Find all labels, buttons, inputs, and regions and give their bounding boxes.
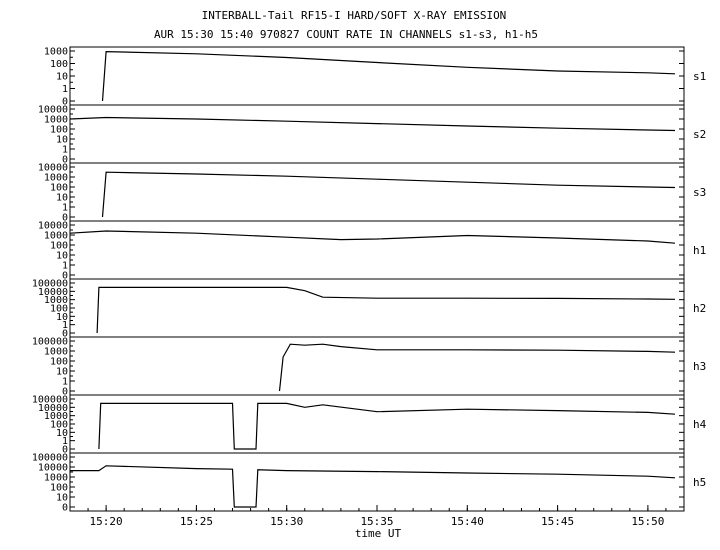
y-tick-label: 10000 bbox=[38, 403, 68, 414]
y-tick-label: 0 bbox=[62, 503, 68, 514]
series-line-s1 bbox=[101, 50, 676, 102]
channel-label: s1 bbox=[693, 70, 706, 83]
y-tick-label: 1000 bbox=[44, 295, 68, 306]
channel-label: h3 bbox=[693, 360, 706, 373]
x-tick-label: 15:40 bbox=[451, 515, 484, 528]
y-tick-label: 1000 bbox=[44, 47, 68, 58]
series-line-s3 bbox=[101, 171, 676, 218]
x-tick-label: 15:50 bbox=[631, 515, 664, 528]
series-line-h1 bbox=[69, 230, 676, 244]
channel-label: h2 bbox=[693, 302, 706, 315]
y-tick-label: 1 bbox=[62, 203, 68, 214]
y-tick-label: 100000 bbox=[32, 337, 68, 348]
y-tick-label: 10 bbox=[56, 312, 68, 323]
y-tick-label: 10 bbox=[56, 135, 68, 146]
channel-label: s3 bbox=[693, 186, 706, 199]
x-tick-label: 15:35 bbox=[360, 515, 393, 528]
y-tick-label: 0 bbox=[62, 445, 68, 456]
x-tick-label: 15:20 bbox=[90, 515, 123, 528]
panel-frame bbox=[69, 220, 685, 280]
y-tick-label: 100 bbox=[50, 304, 68, 315]
channel-label: h1 bbox=[693, 244, 706, 257]
y-tick-label: 1000 bbox=[44, 411, 68, 422]
panel-frame bbox=[69, 162, 685, 222]
y-tick-label: 100000 bbox=[32, 279, 68, 290]
y-tick-label: 100000 bbox=[32, 395, 68, 406]
x-tick-label: 15:30 bbox=[270, 515, 303, 528]
panels-group: 10001001010s11000010001001010s2100001000… bbox=[32, 46, 707, 514]
y-tick-label: 0 bbox=[62, 271, 68, 282]
channel-label: s2 bbox=[693, 128, 706, 141]
y-tick-label: 10000 bbox=[38, 163, 68, 174]
y-tick-label: 10 bbox=[56, 251, 68, 262]
y-tick-label: 100 bbox=[50, 125, 68, 136]
y-tick-label: 1 bbox=[62, 436, 68, 447]
channel-label: h4 bbox=[693, 418, 707, 431]
x-axis: 15:20 15:25 15:30 15:35 15:40 15:45 15:50 bbox=[69, 505, 685, 528]
chart-subtitle: AUR 15:30 15:40 970827 COUNT RATE IN CHA… bbox=[154, 28, 538, 41]
panel-frame bbox=[69, 46, 685, 106]
series-line-h2 bbox=[96, 286, 676, 334]
series-line-h4 bbox=[98, 402, 676, 450]
y-tick-label: 0 bbox=[62, 329, 68, 340]
series-line-h3 bbox=[278, 343, 676, 392]
y-tick-label: 10 bbox=[56, 367, 68, 378]
y-tick-label: 10000 bbox=[38, 105, 68, 116]
y-tick-label: 1 bbox=[62, 320, 68, 331]
y-tick-label: 10 bbox=[56, 493, 68, 504]
y-tick-label: 1 bbox=[62, 261, 68, 272]
panel-frame bbox=[69, 452, 685, 512]
series-line-s2 bbox=[69, 116, 676, 132]
y-tick-label: 10000 bbox=[38, 287, 68, 298]
series-line-h5 bbox=[70, 465, 676, 508]
y-tick-label: 0 bbox=[62, 155, 68, 166]
y-tick-label: 0 bbox=[62, 213, 68, 224]
y-tick-label: 0 bbox=[62, 97, 68, 108]
y-tick-label: 1000 bbox=[44, 173, 68, 184]
y-tick-label: 1 bbox=[62, 145, 68, 156]
y-tick-label: 100 bbox=[50, 241, 68, 252]
y-tick-label: 0 bbox=[62, 387, 68, 398]
channel-label: h5 bbox=[693, 476, 706, 489]
y-tick-label: 1000 bbox=[44, 347, 68, 358]
y-tick-label: 10 bbox=[56, 193, 68, 204]
y-tick-label: 1000 bbox=[44, 231, 68, 242]
y-tick-label: 10000 bbox=[38, 221, 68, 232]
y-tick-label: 10 bbox=[56, 428, 68, 439]
y-tick-label: 1 bbox=[62, 377, 68, 388]
y-tick-label: 100 bbox=[50, 183, 68, 194]
y-tick-label: 100 bbox=[50, 59, 68, 70]
x-tick-label: 15:45 bbox=[541, 515, 574, 528]
y-tick-label: 100 bbox=[50, 420, 68, 431]
panel-frame bbox=[69, 336, 685, 396]
x-axis-label: time UT bbox=[355, 527, 402, 540]
panel-frame bbox=[69, 104, 685, 164]
y-tick-label: 100 bbox=[50, 357, 68, 368]
y-tick-label: 1 bbox=[62, 84, 68, 95]
y-tick-label: 1000 bbox=[44, 115, 68, 126]
y-tick-label: 100 bbox=[50, 483, 68, 494]
x-tick-label: 15:25 bbox=[180, 515, 213, 528]
chart-title: INTERBALL-Tail RF15-I HARD/SOFT X-RAY EM… bbox=[202, 9, 507, 22]
y-tick-label: 10 bbox=[56, 72, 68, 83]
y-tick-label: 10000 bbox=[38, 463, 68, 474]
y-tick-label: 100000 bbox=[32, 453, 68, 464]
y-tick-label: 1000 bbox=[44, 473, 68, 484]
